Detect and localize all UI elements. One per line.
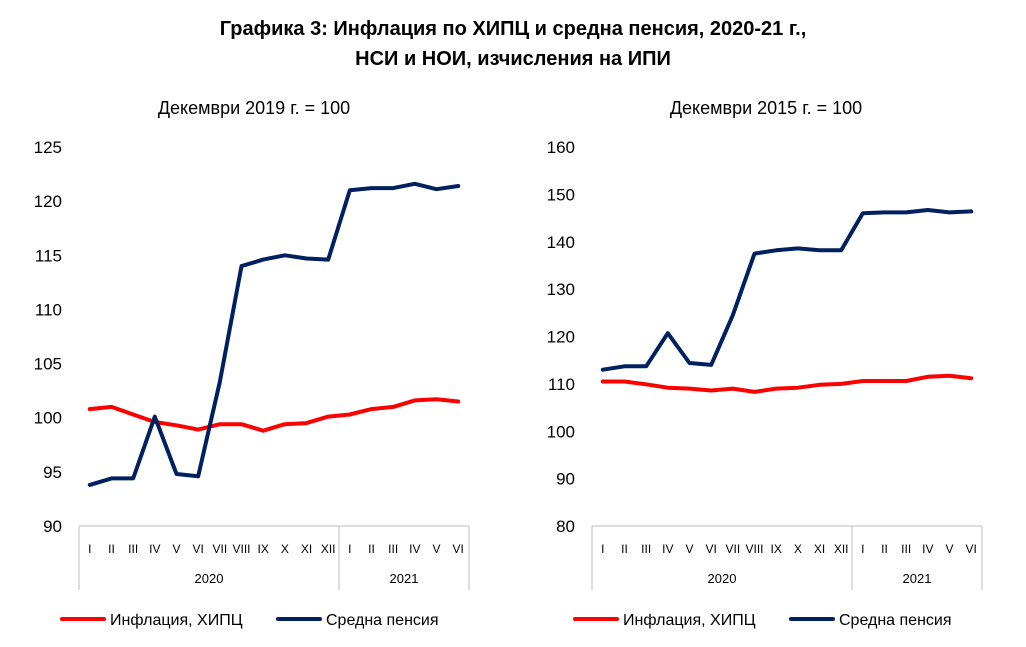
x-tick-label: VI bbox=[965, 542, 976, 556]
x-tick-label: VIII bbox=[232, 542, 250, 556]
x-tick-label: IX bbox=[770, 542, 781, 556]
x-tick-label: III bbox=[388, 542, 398, 556]
x-tick-label: XI bbox=[301, 542, 312, 556]
legend-label: Инфлация, ХИПЦ bbox=[110, 612, 243, 629]
x-group-label: 2021 bbox=[390, 571, 419, 586]
legend-label: Средна пенсия bbox=[839, 612, 952, 629]
y-tick-label: 150 bbox=[547, 185, 575, 204]
chart-title: Графика 3: Инфлация по ХИПЦ и средна пен… bbox=[0, 14, 1026, 74]
y-tick-label: 100 bbox=[547, 422, 575, 441]
x-tick-label: I bbox=[861, 542, 864, 556]
x-group-label: 2020 bbox=[195, 571, 224, 586]
x-tick-label: V bbox=[172, 542, 180, 556]
x-tick-label: X bbox=[281, 542, 289, 556]
x-tick-label: VI bbox=[192, 542, 203, 556]
x-tick-label: VII bbox=[725, 542, 740, 556]
x-tick-label: II bbox=[881, 542, 888, 556]
x-tick-label: III bbox=[641, 542, 651, 556]
chart-left: Декември 2019 г. = 100 90 95 100 105 110 115 12… bbox=[34, 98, 470, 629]
x-tick-label: IV bbox=[922, 542, 933, 556]
x-tick-label: V bbox=[685, 542, 693, 556]
y-tick-label: 110 bbox=[35, 300, 62, 319]
y-tick-label: 160 bbox=[547, 138, 575, 157]
x-tick-label: V bbox=[432, 542, 440, 556]
y-tick-label: 105 bbox=[34, 355, 62, 374]
x-tick-label: XII bbox=[834, 542, 849, 556]
title-line-1: Графика 3: Инфлация по ХИПЦ и средна пен… bbox=[219, 18, 807, 40]
inflation-series-line bbox=[87, 397, 461, 433]
y-tick-label: 120 bbox=[547, 328, 575, 347]
x-tick-label: IV bbox=[662, 542, 673, 556]
x-tick-label: V bbox=[945, 542, 953, 556]
title-line-2: НСИ и НОИ, изчисления на ИПИ bbox=[355, 48, 671, 70]
y-tick-label: 140 bbox=[547, 233, 575, 252]
y-tick-label: 95 bbox=[43, 463, 62, 482]
y-tick-label: 130 bbox=[547, 280, 575, 299]
x-tick-label: X bbox=[794, 542, 802, 556]
subtitle: Декември 2015 г. = 100 bbox=[670, 98, 862, 118]
inflation-series-line bbox=[600, 373, 974, 394]
x-tick-label: I bbox=[88, 542, 91, 556]
subtitle: Декември 2019 г. = 100 bbox=[158, 98, 350, 118]
x-tick-label: IX bbox=[257, 542, 268, 556]
legend-label: Средна пенсия bbox=[326, 612, 439, 629]
x-tick-label: II bbox=[368, 542, 375, 556]
y-tick-label: 120 bbox=[34, 192, 62, 211]
y-tick-label: 80 bbox=[556, 517, 575, 536]
x-tick-label: XI bbox=[814, 542, 825, 556]
x-tick-label: II bbox=[108, 542, 115, 556]
x-tick-label: II bbox=[621, 542, 628, 556]
x-group-label: 2021 bbox=[903, 571, 932, 586]
y-tick-label: 115 bbox=[35, 246, 62, 265]
x-tick-label: IV bbox=[409, 542, 420, 556]
x-tick-label: I bbox=[601, 542, 604, 556]
x-tick-label: III bbox=[901, 542, 911, 556]
y-tick-label: 90 bbox=[43, 517, 62, 536]
y-tick-label: 100 bbox=[34, 409, 62, 428]
x-tick-label: XII bbox=[321, 542, 336, 556]
x-tick-label: VIII bbox=[745, 542, 763, 556]
x-tick-label: I bbox=[348, 542, 351, 556]
y-tick-label: 90 bbox=[556, 470, 575, 489]
x-tick-label: VII bbox=[212, 542, 227, 556]
y-tick-label: 125 bbox=[34, 138, 62, 157]
x-tick-label: IV bbox=[149, 542, 160, 556]
pension-series-line bbox=[87, 181, 461, 487]
pension-series-line bbox=[600, 208, 974, 372]
x-group-label: 2020 bbox=[708, 571, 737, 586]
x-tick-label: VI bbox=[705, 542, 716, 556]
x-tick-label: III bbox=[128, 542, 138, 556]
x-tick-label: VI bbox=[452, 542, 463, 556]
legend-label: Инфлация, ХИПЦ bbox=[623, 612, 756, 629]
chart-right: Декември 2015 г. = 100 80 90 100 110 120 130 14… bbox=[547, 98, 983, 629]
y-tick-label: 110 bbox=[548, 375, 575, 394]
